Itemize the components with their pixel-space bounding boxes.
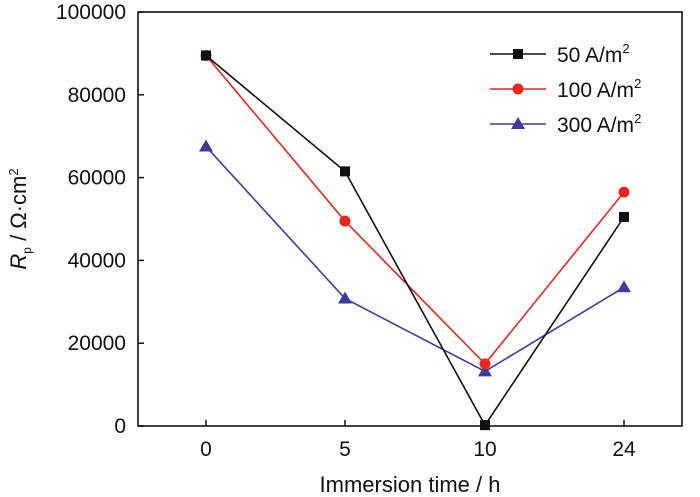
x-tick-label: 0: [200, 438, 212, 461]
series-line: [205, 146, 625, 373]
data-point: [340, 166, 350, 177]
data-point: [480, 420, 490, 431]
data-point: [478, 364, 492, 377]
y-tick-label: 100000: [56, 1, 126, 24]
series-layer: [199, 49, 631, 431]
series-3: [199, 139, 631, 377]
legend-marker: [512, 83, 524, 95]
legend-marker: [513, 49, 523, 59]
legend-item: 300 A/m2: [490, 111, 641, 137]
series-1: [201, 50, 629, 431]
legend-item: 100 A/m2: [490, 76, 641, 102]
data-point: [201, 50, 211, 61]
y-tick-label: 20000: [68, 332, 126, 355]
data-point: [618, 186, 630, 198]
y-tick-label: 80000: [68, 84, 126, 107]
data-point: [338, 291, 352, 304]
plot-frame: [137, 11, 683, 427]
legend-label: 50 A/m2: [557, 41, 630, 67]
data-point: [339, 215, 351, 227]
y-tick-label: 60000: [68, 167, 126, 190]
legend-item: 50 A/m2: [490, 41, 630, 67]
data-point: [617, 280, 631, 293]
y-axis: 0 20000 40000 60000 80000 100000: [56, 1, 144, 438]
legend: 50 A/m2 100 A/m2 300 A/m2: [490, 41, 641, 137]
x-tick-label: 24: [612, 438, 636, 461]
y-tick-label: 40000: [68, 249, 126, 272]
x-tick-label: 10: [473, 438, 496, 461]
legend-label: 100 A/m2: [557, 76, 641, 102]
x-tick-label: 5: [339, 438, 351, 461]
data-point: [199, 139, 213, 152]
legend-marker: [511, 117, 525, 129]
y-axis-title: Rp / Ω·cm2: [6, 168, 34, 269]
series-line: [205, 54, 625, 366]
legend-label: 300 A/m2: [557, 111, 641, 137]
data-point: [479, 358, 491, 370]
series-line: [205, 54, 625, 427]
x-axis: 0 5 10 24: [200, 420, 636, 461]
x-axis-title: Immersion time / h: [320, 472, 501, 497]
y-tick-label: 0: [114, 415, 126, 438]
data-point: [619, 211, 629, 222]
